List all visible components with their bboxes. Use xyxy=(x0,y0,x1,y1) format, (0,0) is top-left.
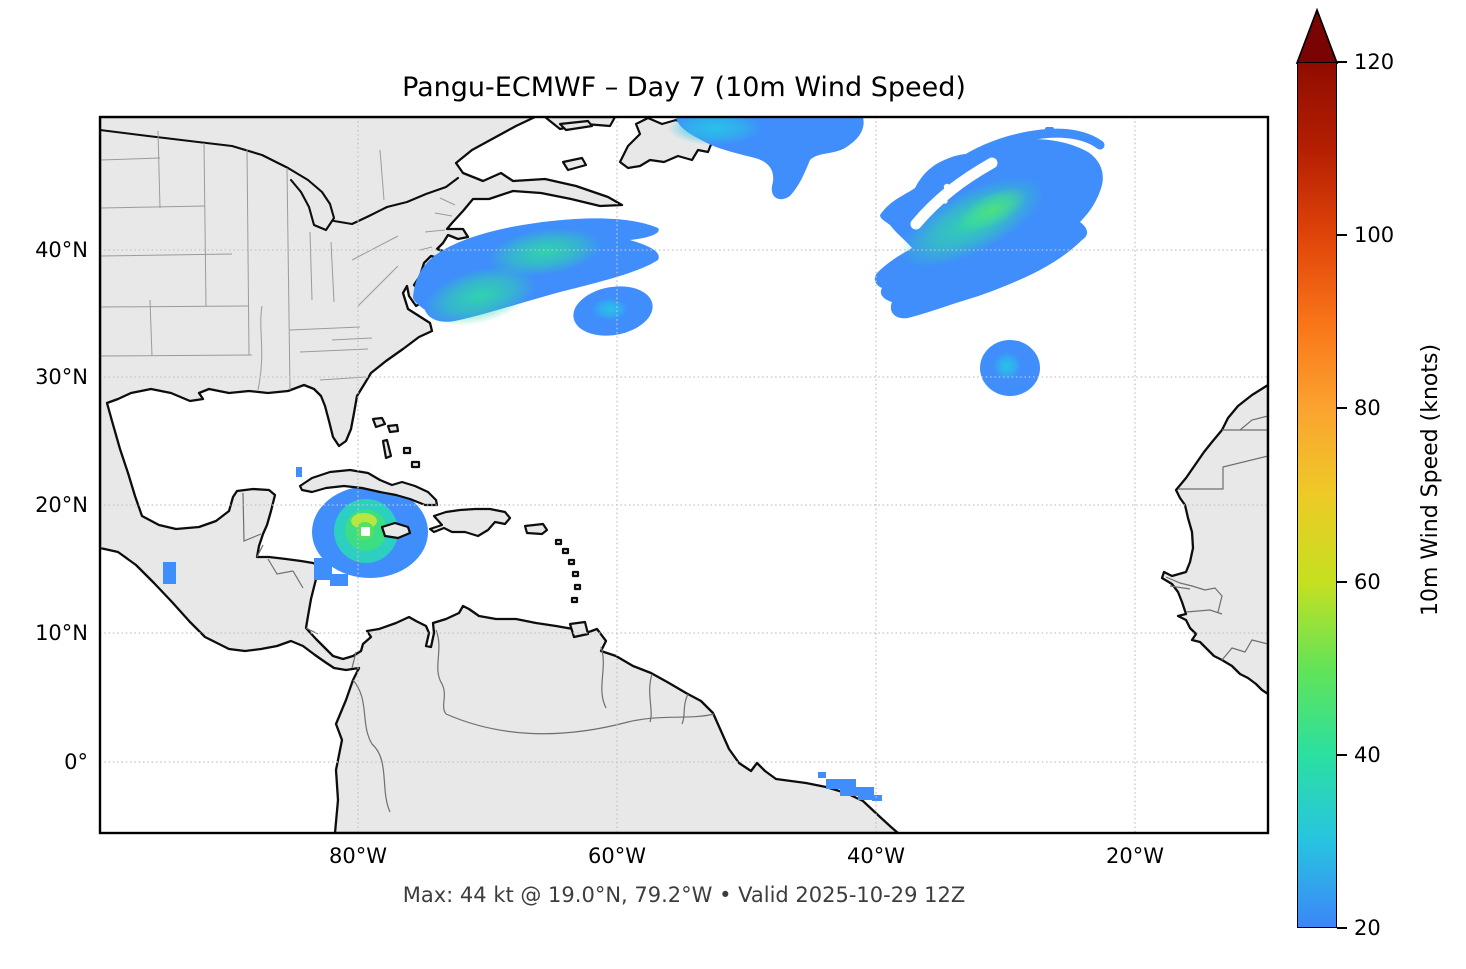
colorbar-tick-label-40: 40 xyxy=(1354,742,1381,767)
colorbar-tick-mark-80 xyxy=(1337,407,1347,410)
wind-blob-small-core xyxy=(592,298,628,320)
y-tick-label-0: 40°N xyxy=(35,238,88,262)
wind-arc-band xyxy=(953,128,1105,169)
wind-specks-equator xyxy=(818,772,882,801)
island-puerto-rico xyxy=(523,522,549,536)
x-tick-label-0: 80°W xyxy=(329,844,387,868)
wind-speed-layer xyxy=(163,117,1105,801)
wind-arc-speck xyxy=(1045,127,1054,134)
islands-lesser-antilles xyxy=(554,538,582,604)
wind-speck-tehuantepec xyxy=(163,562,176,584)
colorbar-axis-label: 10m Wind Speed (knots) xyxy=(1418,343,1443,617)
state-borders xyxy=(100,130,456,391)
colorbar-extend-arrow xyxy=(1295,7,1339,64)
wind-blob-hole-2 xyxy=(942,198,948,204)
colorbar-tick-label-100: 100 xyxy=(1354,223,1395,248)
africa-borders xyxy=(1165,415,1268,661)
caribbean-islands xyxy=(298,416,590,639)
wind-blob-subtropical-core xyxy=(993,352,1021,380)
island-trinidad xyxy=(568,620,590,639)
x-tick-label-1: 60°W xyxy=(588,844,646,868)
wind-band-core-west xyxy=(423,265,537,327)
colorbar-tick-label-20: 20 xyxy=(1354,916,1381,940)
colorbar-tick-label-60: 60 xyxy=(1354,569,1381,594)
colorbar-tick-label-120: 120 xyxy=(1354,50,1395,74)
island-jamaica xyxy=(380,521,412,540)
x-tick-label-3: 20°W xyxy=(1106,844,1164,868)
wind-blob-midatlantic-inner-core xyxy=(957,187,1027,233)
islands-bahamas xyxy=(371,416,421,469)
colorbar-tick-label-80: 80 xyxy=(1354,396,1381,421)
island-cuba xyxy=(298,468,439,507)
colorbar-tick-mark-40 xyxy=(1337,753,1347,756)
y-tick-label-3: 10°N xyxy=(35,621,88,645)
x-tick-label-2: 40°W xyxy=(847,844,905,868)
hurricane-eye xyxy=(361,527,370,536)
page-title: Pangu-ECMWF – Day 7 (10m Wind Speed) xyxy=(402,72,966,103)
y-tick-label-4: 0° xyxy=(64,750,88,774)
country-borders xyxy=(242,492,715,813)
great-lakes-coast xyxy=(100,128,460,232)
max-valid-caption: Max: 44 kt @ 19.0°N, 79.2°W • Valid 2025… xyxy=(402,883,966,907)
y-tick-label-2: 20°N xyxy=(35,493,88,517)
y-tick-label-1: 30°N xyxy=(35,365,88,389)
colorbar-tick-mark-120 xyxy=(1337,61,1347,63)
colorbar xyxy=(1297,62,1337,928)
colorbar-tick-mark-100 xyxy=(1337,234,1347,237)
wind-blob-white-channel xyxy=(910,157,998,230)
land-layer xyxy=(100,117,1268,833)
hurricane-vortex xyxy=(312,486,428,586)
wind-speck-nw-cuba xyxy=(296,467,302,477)
wind-band-core-east xyxy=(487,227,603,277)
island-hispaniola xyxy=(428,507,512,538)
wind-blob-newfoundland-core xyxy=(667,117,763,145)
wind-blob-hole-1 xyxy=(943,183,951,191)
colorbar-tick-mark-20 xyxy=(1337,927,1347,929)
plot-border xyxy=(98,115,1270,835)
gridlines xyxy=(100,117,1268,833)
colorbar-tick-mark-60 xyxy=(1337,580,1347,583)
